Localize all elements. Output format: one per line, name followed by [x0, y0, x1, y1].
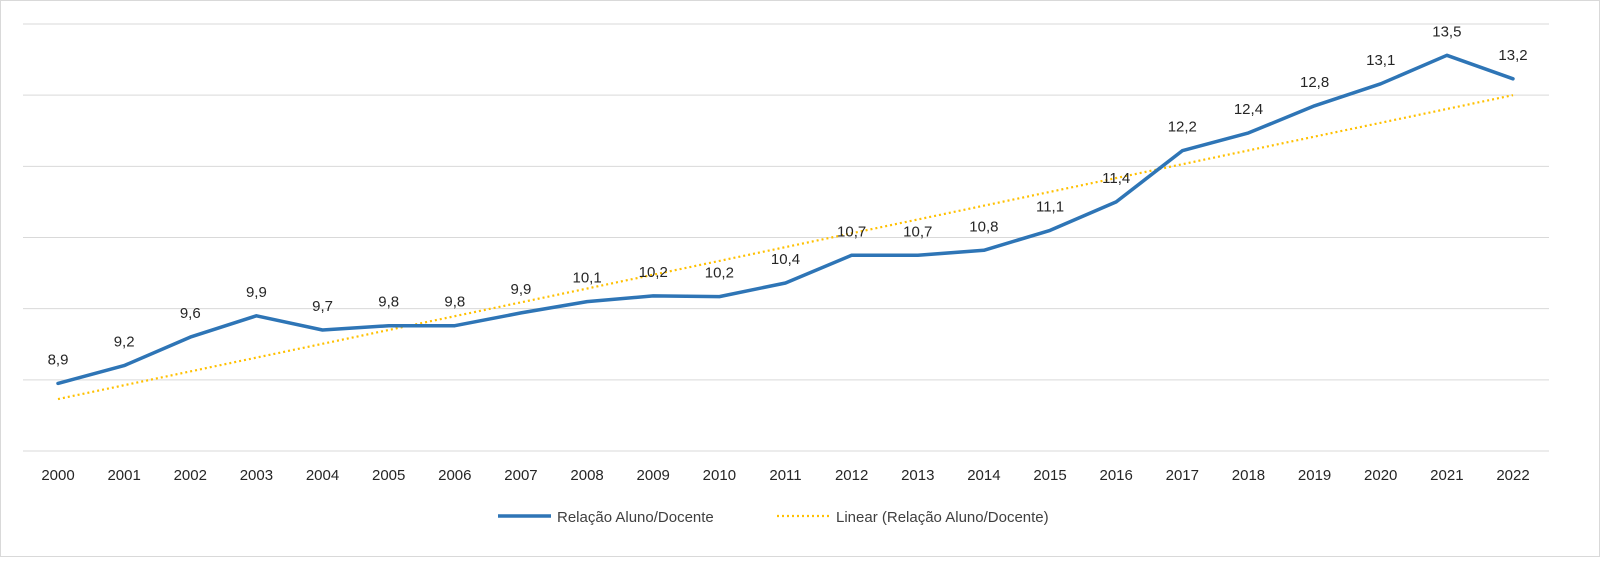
legend-label-trendline: Linear (Relação Aluno/Docente): [836, 509, 1049, 526]
data-labels: 8,9 9,2 9,6 9,9 9,7 9,8 9,8 9,9 10,1 10,2 10,2 10,4…: [48, 23, 1528, 368]
data-label: 9,8: [444, 294, 465, 311]
data-label: 10,1: [572, 270, 601, 287]
data-label: 13,2: [1498, 47, 1527, 64]
x-tick-label: 2018: [1232, 467, 1265, 484]
x-tick-label: 2012: [835, 467, 868, 484]
x-tick-label: 2022: [1496, 467, 1529, 484]
x-tick-label: 2015: [1033, 467, 1066, 484]
data-label: 13,1: [1366, 52, 1395, 69]
data-label: 10,2: [639, 264, 668, 281]
data-label: 10,8: [969, 218, 998, 235]
x-tick-label: 2003: [240, 467, 273, 484]
data-label: 11,1: [1036, 198, 1064, 215]
x-tick-label: 2011: [769, 467, 801, 484]
legend: Relação Aluno/Docente Linear (Relação Al…: [498, 509, 1049, 526]
series-line-relacao-aluno-docente: [58, 55, 1513, 383]
data-label: 12,4: [1234, 101, 1263, 118]
legend-label-series: Relação Aluno/Docente: [557, 509, 714, 526]
data-label: 10,7: [837, 223, 866, 240]
data-label: 10,7: [903, 223, 932, 240]
x-tick-label: 2002: [174, 467, 207, 484]
data-label: 13,5: [1432, 23, 1461, 40]
x-tick-label: 2004: [306, 467, 339, 484]
x-tick-label: 2009: [637, 467, 670, 484]
x-tick-label: 2007: [504, 467, 537, 484]
x-axis-tick-labels: 2000 2001 2002 2003 2004 2005 2006 2007 2008 2009…: [41, 467, 1529, 484]
trendline-group: [58, 95, 1513, 399]
trendline: [58, 95, 1513, 399]
data-label: 8,9: [48, 351, 69, 368]
data-label: 12,8: [1300, 74, 1329, 91]
x-tick-label: 2008: [570, 467, 603, 484]
x-tick-label: 2017: [1166, 467, 1199, 484]
x-tick-label: 2020: [1364, 467, 1397, 484]
data-label: 9,9: [511, 281, 532, 298]
data-label: 9,2: [114, 334, 135, 351]
data-label: 11,4: [1102, 170, 1130, 187]
data-label: 9,6: [180, 305, 201, 322]
data-label: 12,2: [1168, 119, 1197, 136]
x-tick-label: 2019: [1298, 467, 1331, 484]
x-tick-label: 2010: [703, 467, 736, 484]
data-label: 9,9: [246, 284, 267, 301]
x-tick-label: 2013: [901, 467, 934, 484]
x-tick-label: 2014: [967, 467, 1000, 484]
data-label: 10,2: [705, 265, 734, 282]
x-tick-label: 2000: [41, 467, 74, 484]
x-tick-label: 2006: [438, 467, 471, 484]
x-tick-label: 2001: [107, 467, 140, 484]
data-label: 10,4: [771, 251, 800, 268]
x-tick-label: 2021: [1430, 467, 1463, 484]
data-label: 9,7: [312, 298, 333, 315]
x-tick-label: 2005: [372, 467, 405, 484]
series-group: [58, 55, 1513, 383]
data-label: 9,8: [378, 294, 399, 311]
x-tick-label: 2016: [1099, 467, 1132, 484]
